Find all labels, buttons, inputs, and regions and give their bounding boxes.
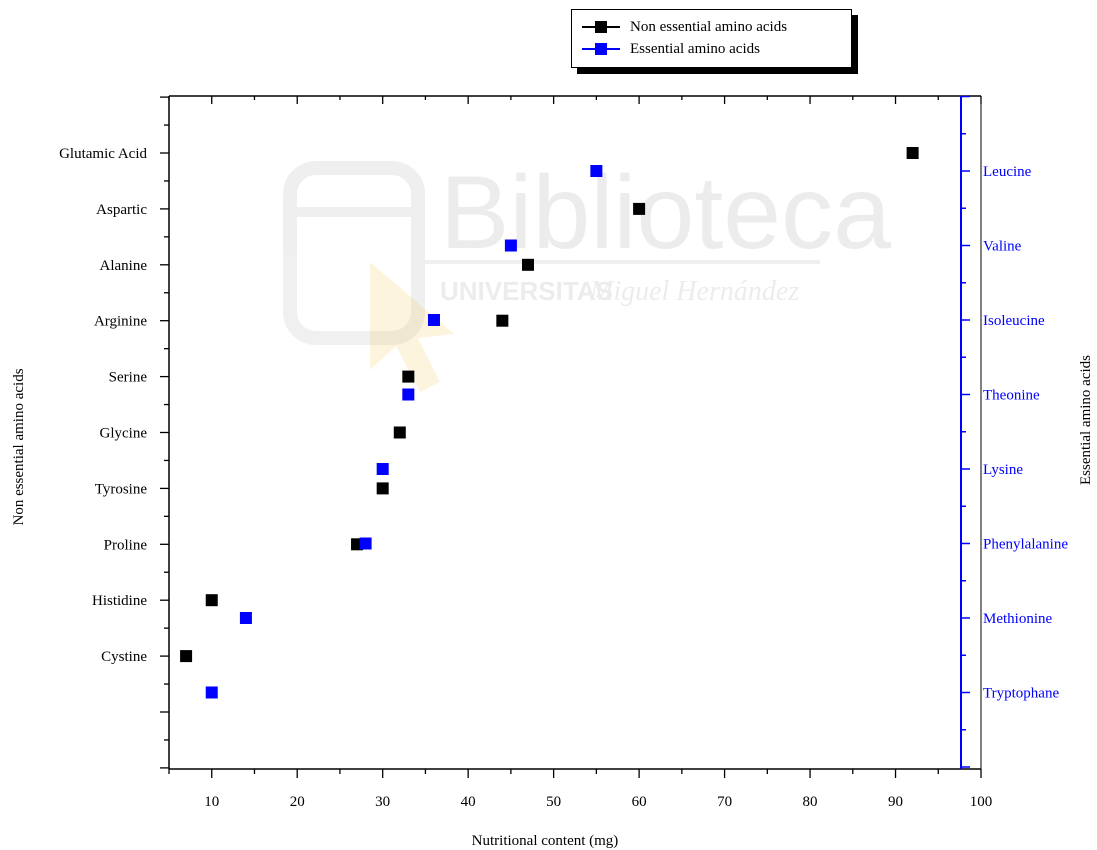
y-tick-label-left: Histidine [92, 593, 147, 609]
data-point-non-essential [180, 650, 193, 663]
x-tick-label: 90 [888, 794, 903, 810]
y-tick-label-right: Isoleucine [983, 313, 1045, 329]
x-tick-label: 50 [546, 794, 561, 810]
x-tick-label: 30 [375, 794, 390, 810]
watermark-subtitle-bold: UNIVERSITAS [440, 276, 613, 306]
y-tick-label-right: Tryptophane [983, 686, 1059, 702]
data-point-non-essential [496, 314, 509, 327]
x-tick-label: 40 [461, 794, 476, 810]
y-tick-label-left: Glycine [100, 426, 148, 442]
y-axis-label-right: Essential amino acids [1078, 355, 1094, 485]
data-point-non-essential [633, 202, 646, 215]
data-points [180, 147, 919, 699]
y-tick-label-left: Aspartic [96, 202, 147, 218]
watermark-cursor-icon [370, 262, 454, 392]
data-point-non-essential [376, 482, 389, 495]
x-tick-label: 10 [204, 794, 219, 810]
data-point-non-essential [205, 594, 218, 607]
data-point-non-essential [393, 426, 406, 439]
data-point-essential [376, 463, 389, 475]
y-tick-label-left: Glutamic Acid [59, 146, 147, 162]
watermark-book-icon [283, 161, 425, 345]
y-tick-label-left: Proline [104, 537, 148, 553]
watermark-subtitle-italic: Miguel Hernández [589, 276, 799, 307]
y-axis-label-left: Non essential amino acids [11, 368, 27, 525]
y-tick-label-left: Cystine [101, 649, 147, 665]
data-point-non-essential [402, 370, 415, 383]
data-point-essential [402, 388, 415, 401]
data-point-non-essential [906, 147, 919, 159]
legend-label: Essential amino acids [630, 40, 760, 57]
legend: Non essential amino acids Essential amin… [571, 9, 852, 68]
y-tick-label-right: Valine [983, 239, 1022, 255]
legend-item-non-essential: Non essential amino acids [578, 16, 787, 38]
x-tick-label: 20 [290, 794, 305, 810]
y-tick-label-left: Serine [109, 370, 148, 386]
watermark: Biblioteca UNIVERSITAS Miguel Hernández [283, 155, 891, 345]
y-tick-label-right: Phenylalanine [983, 537, 1068, 553]
x-tick-label: 100 [970, 794, 993, 810]
watermark-title: Biblioteca [440, 155, 891, 271]
legend-item-essential: Essential amino acids [578, 38, 760, 60]
data-point-essential [205, 686, 218, 699]
axis-tick-labels: 10 20 30 40 50 60 70 80 90 100 Glutamic Acid Aspart… [59, 146, 1068, 810]
x-tick-label: 70 [717, 794, 732, 810]
y-tick-label-left: Arginine [94, 314, 147, 330]
data-point-non-essential [521, 258, 534, 271]
y-tick-label-right: Theonine [983, 388, 1040, 404]
legend-label: Non essential amino acids [630, 18, 788, 35]
x-axis-label: Nutritional content (mg) [472, 833, 619, 849]
data-point-essential [504, 239, 517, 252]
y-tick-label-left: Tyrosine [95, 481, 148, 497]
data-point-essential [590, 165, 603, 177]
legend-marker-black-square-icon [578, 16, 624, 38]
y-tick-label-right: Methionine [983, 611, 1052, 627]
legend-marker-blue-square-icon [578, 38, 624, 60]
data-point-essential [359, 537, 372, 550]
y-tick-label-left: Alanine [100, 258, 148, 274]
x-tick-label: 60 [632, 794, 647, 810]
x-tick-label: 80 [803, 794, 818, 810]
y-tick-label-right: Lysine [983, 462, 1023, 478]
y-tick-label-right: Leucine [983, 164, 1032, 180]
axis-ticks [160, 95, 982, 778]
data-point-essential [239, 612, 252, 624]
data-point-essential [427, 314, 440, 326]
